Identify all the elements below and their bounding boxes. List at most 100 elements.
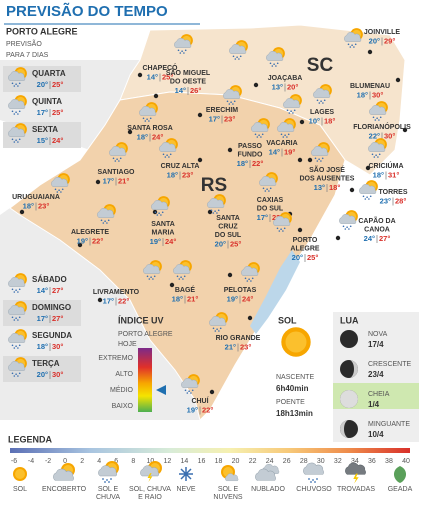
max-temp: 20° xyxy=(287,82,298,91)
city-dot xyxy=(197,112,203,118)
legend-label: E RAIO xyxy=(138,494,162,500)
min-temp: 14° xyxy=(147,72,158,81)
max-temp: 27° xyxy=(52,286,63,295)
moon-date: 17/4 xyxy=(368,340,384,349)
uv-bar xyxy=(138,348,152,412)
min-temp: 10° xyxy=(309,116,320,125)
city-name: CANOA xyxy=(364,226,390,233)
city-name: TORRES xyxy=(378,189,407,196)
max-temp: 27° xyxy=(379,234,390,243)
scale-label: 30 xyxy=(317,458,325,465)
scale-label: -4 xyxy=(28,458,34,465)
min-temp: 18° xyxy=(373,170,384,179)
weather-icon xyxy=(393,466,407,483)
max-temp: 29° xyxy=(384,36,395,45)
city-name: PORTO xyxy=(293,237,318,244)
min-temp: 20° xyxy=(215,239,226,248)
weather-icon xyxy=(13,467,27,481)
max-temp: 27° xyxy=(52,314,63,323)
min-temp: 18° xyxy=(237,159,248,168)
max-temp: 25° xyxy=(52,80,63,89)
state-label: SC xyxy=(307,55,334,76)
city-name: SANTA ROSA xyxy=(127,125,173,132)
min-temp: 20° xyxy=(37,80,48,89)
legend-label: NUVENS xyxy=(213,494,243,500)
min-temp: 22° xyxy=(369,131,380,140)
scale-label: 26 xyxy=(283,458,291,465)
moon-lit xyxy=(349,360,358,378)
sunset-label: POENTE xyxy=(276,399,305,406)
scale-label: 34 xyxy=(351,458,359,465)
city-name: SÃO MIGUEL xyxy=(166,68,211,77)
city-dot xyxy=(335,235,341,241)
city-dot xyxy=(227,272,233,278)
uv-location: PORTO ALEGRE xyxy=(118,331,173,338)
city-name: SÃO JOSÉ xyxy=(309,165,345,174)
city-dot xyxy=(297,227,303,233)
day-name: DOMINGO xyxy=(32,303,71,312)
moon-phase: CHEIA xyxy=(368,391,390,398)
min-temp: 17° xyxy=(209,114,220,123)
city-name: ALEGRETE xyxy=(71,229,109,236)
city-dot xyxy=(402,127,408,133)
legend-label: NUBLADO xyxy=(251,486,285,493)
max-temp: 23° xyxy=(224,114,235,123)
legend-label: GEADA xyxy=(388,486,413,493)
city-name: BLUMENAU xyxy=(350,83,390,90)
max-temp: 30° xyxy=(52,370,63,379)
day-name: SEXTA xyxy=(32,125,58,134)
max-temp: 21° xyxy=(118,176,129,185)
max-temp: 28° xyxy=(395,196,406,205)
city-name: JOINVILLE xyxy=(364,29,401,36)
min-temp: 13° xyxy=(314,183,325,192)
lagoon xyxy=(250,250,300,334)
scale-label: 2 xyxy=(80,458,84,465)
day-name: TERÇA xyxy=(32,359,60,368)
city-dot xyxy=(247,315,253,321)
city-dot xyxy=(299,119,305,125)
title: PREVISÃO DO TEMPO xyxy=(6,2,168,20)
city-dot xyxy=(367,49,373,55)
min-temp: 13° xyxy=(272,82,283,91)
city-dot xyxy=(209,389,215,395)
max-temp: 25° xyxy=(230,239,241,248)
max-temp: 25° xyxy=(307,253,318,262)
max-temp: 24° xyxy=(165,237,176,246)
max-temp: 24° xyxy=(242,294,253,303)
max-temp: 30° xyxy=(52,342,63,351)
city-dot xyxy=(137,72,143,78)
weather-icon xyxy=(179,467,193,481)
city-name: BAGÉ xyxy=(175,285,196,294)
city-name: DO SUL xyxy=(257,205,284,212)
day-name: SEGUNDA xyxy=(32,331,72,340)
scale-label: 28 xyxy=(300,458,308,465)
city-dot xyxy=(97,297,103,303)
scale-label: 32 xyxy=(334,458,342,465)
min-temp: 17° xyxy=(103,176,114,185)
scale-label: 36 xyxy=(368,458,376,465)
min-temp: 17° xyxy=(37,108,48,117)
city-dot xyxy=(153,93,159,99)
city-name: FUNDO xyxy=(238,151,263,158)
sunset: 18h13min xyxy=(276,409,313,418)
city-name: ERECHIM xyxy=(206,107,238,114)
city-dot xyxy=(365,165,371,171)
city-name: LIVRAMENTO xyxy=(93,289,140,296)
max-temp: 25° xyxy=(162,72,173,81)
moon-lit xyxy=(340,420,349,438)
moon-phase: CRESCENTE xyxy=(368,361,412,368)
moon-title: LUA xyxy=(340,315,359,325)
min-temp: 18° xyxy=(167,170,178,179)
min-temp: 21° xyxy=(225,342,236,351)
scale-label: -6 xyxy=(11,458,17,465)
legend-label: SOL E xyxy=(218,486,239,493)
uv-location: HOJE xyxy=(118,341,137,348)
state-label: RS xyxy=(201,175,227,196)
city-name: CRUZ ALTA xyxy=(161,163,200,170)
scale-label: 16 xyxy=(198,458,206,465)
max-temp: 18° xyxy=(324,116,335,125)
rs-state xyxy=(9,91,346,421)
city-name: SANTIAGO xyxy=(98,169,136,176)
moon-lit xyxy=(340,390,358,408)
